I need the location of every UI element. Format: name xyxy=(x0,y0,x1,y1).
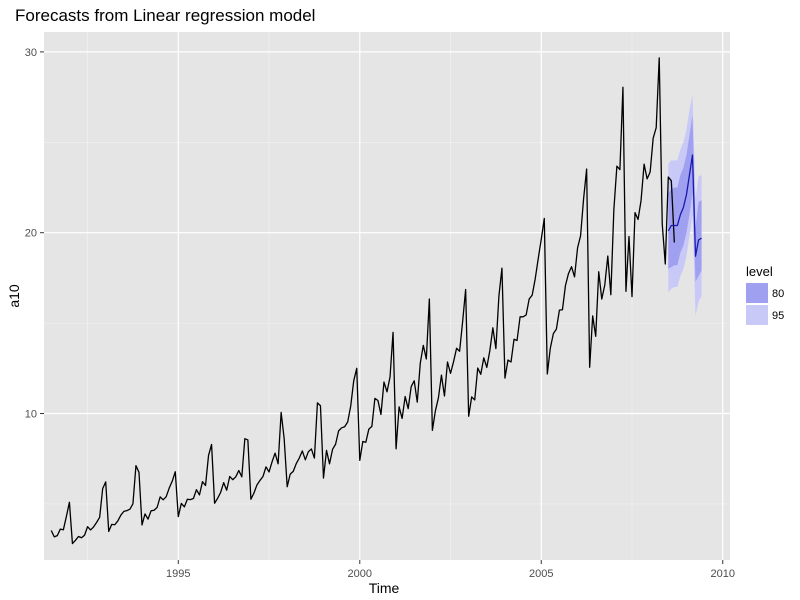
x-tick-label: 2005 xyxy=(529,568,553,580)
legend: level 80 95 xyxy=(746,264,784,325)
y-tick-label: 20 xyxy=(25,228,37,240)
chart-title: Forecasts from Linear regression model xyxy=(15,6,315,25)
plot-panel xyxy=(44,32,730,560)
series-lines xyxy=(50,57,702,545)
x-tick-label: 1995 xyxy=(166,568,190,580)
x-axis-title: Time xyxy=(369,580,400,596)
legend-swatch-95 xyxy=(746,305,768,325)
legend-label-95: 95 xyxy=(772,310,784,322)
y-axis-title: a10 xyxy=(6,284,22,308)
legend-label-80: 80 xyxy=(772,288,784,300)
y-tick-label: 10 xyxy=(25,409,37,421)
legend-title: level xyxy=(746,264,773,279)
major-grid xyxy=(44,32,730,560)
history-series-line xyxy=(50,57,675,545)
legend-swatch-80 xyxy=(746,283,768,303)
x-tick-label: 2000 xyxy=(348,568,372,580)
forecast-series-line xyxy=(667,154,702,257)
y-tick-label: 30 xyxy=(25,47,37,59)
x-tick-label: 2010 xyxy=(710,568,734,580)
